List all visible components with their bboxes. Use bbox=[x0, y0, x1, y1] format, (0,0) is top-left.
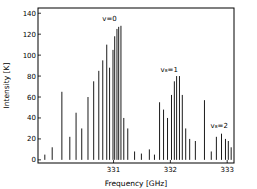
stem bbox=[231, 147, 232, 160]
stem bbox=[189, 139, 190, 160]
y-tick-label: 40 bbox=[27, 114, 36, 122]
data-group bbox=[45, 26, 231, 160]
stem bbox=[44, 155, 45, 160]
stem bbox=[221, 134, 222, 160]
stem bbox=[176, 76, 177, 160]
stem bbox=[114, 36, 115, 160]
stem bbox=[106, 45, 107, 160]
stem bbox=[93, 81, 94, 160]
stem bbox=[134, 151, 135, 159]
stem bbox=[163, 110, 164, 160]
stem bbox=[195, 141, 196, 160]
y-tick-label: 140 bbox=[23, 10, 36, 18]
stem bbox=[61, 92, 62, 160]
x-tick bbox=[113, 160, 114, 163]
y-tick-label: 120 bbox=[23, 31, 36, 39]
x-tick bbox=[227, 160, 228, 163]
x-tick bbox=[170, 160, 171, 163]
stem bbox=[102, 60, 103, 159]
x-tick-label: 332 bbox=[164, 166, 177, 174]
stem bbox=[149, 149, 150, 159]
stem bbox=[211, 151, 212, 159]
stem bbox=[112, 50, 113, 160]
stem bbox=[141, 154, 142, 160]
stem bbox=[127, 128, 128, 159]
y-tick bbox=[38, 159, 41, 160]
chart: 0 20 40 60 80 100 120 140 331 332 333 Frequency [GH… bbox=[0, 0, 257, 189]
annotation: v₈=1 bbox=[161, 66, 178, 74]
y-tick-label: 60 bbox=[27, 94, 36, 102]
stem bbox=[52, 147, 53, 160]
y-tick bbox=[38, 34, 41, 35]
stem bbox=[159, 102, 160, 160]
y-tick bbox=[38, 97, 41, 98]
stem bbox=[216, 137, 217, 160]
stem bbox=[204, 100, 205, 160]
stem bbox=[76, 113, 77, 160]
stem bbox=[69, 137, 70, 160]
stem bbox=[182, 95, 183, 160]
stem bbox=[120, 26, 121, 160]
stem bbox=[118, 27, 119, 160]
y-tick-label: 20 bbox=[27, 135, 36, 143]
annotation: v=0 bbox=[102, 15, 116, 23]
stem bbox=[98, 71, 99, 160]
stem bbox=[154, 155, 155, 160]
y-axis-label: Intensity [K] bbox=[2, 63, 11, 109]
y-tick bbox=[38, 13, 41, 14]
stem bbox=[185, 128, 186, 159]
stem bbox=[171, 95, 172, 160]
x-tick-label: 331 bbox=[107, 166, 120, 174]
stem bbox=[179, 76, 180, 160]
plot-frame bbox=[38, 8, 234, 163]
y-tick bbox=[38, 117, 41, 118]
y-tick-label: 80 bbox=[27, 73, 36, 81]
annotation: v₈=2 bbox=[211, 122, 228, 130]
stem bbox=[81, 128, 82, 159]
stem bbox=[116, 29, 117, 160]
stem bbox=[174, 81, 175, 160]
y-tick bbox=[38, 76, 41, 77]
stem bbox=[228, 141, 229, 160]
y-tick-label: 0 bbox=[32, 156, 36, 164]
stem bbox=[225, 139, 226, 160]
y-tick bbox=[38, 55, 41, 56]
y-tick bbox=[38, 138, 41, 139]
x-axis-label: Frequency [GHz] bbox=[105, 179, 167, 188]
stem bbox=[167, 118, 168, 160]
x-tick-label: 333 bbox=[220, 166, 233, 174]
stem bbox=[109, 68, 110, 160]
stem bbox=[87, 97, 88, 160]
y-tick-label: 100 bbox=[23, 52, 36, 60]
stem bbox=[123, 118, 124, 160]
